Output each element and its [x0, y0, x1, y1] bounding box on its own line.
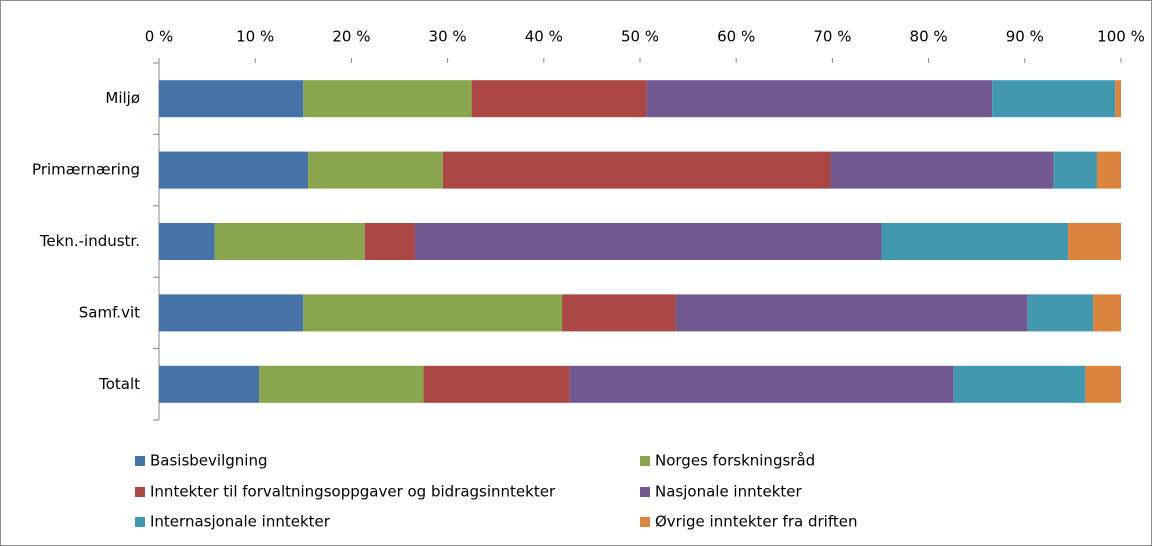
x-tick-label: 0 %: [145, 28, 174, 46]
x-tick-label: 90 %: [1006, 28, 1044, 46]
legend-swatch: [640, 487, 650, 497]
bar-segment: [953, 365, 1086, 403]
legend-swatch: [135, 456, 145, 466]
x-tick-label: 20 %: [332, 28, 370, 46]
y-tick-label: Miljø: [105, 89, 140, 107]
bar-segment: [1093, 294, 1121, 332]
x-tick-label: 10 %: [236, 28, 274, 46]
bar-segment: [159, 365, 260, 403]
bar-segment: [646, 80, 993, 118]
bar-segment: [992, 80, 1116, 118]
x-tick-label: 50 %: [621, 28, 659, 46]
bar-segment: [881, 223, 1069, 260]
legend-swatch: [640, 517, 650, 527]
legend-swatch: [135, 487, 145, 497]
legend-label: Norges forskningsråd: [655, 452, 815, 470]
bar-segment: [303, 294, 563, 332]
x-tick-label: 30 %: [429, 28, 467, 46]
bar-segment: [159, 151, 309, 189]
bar-segment: [1053, 151, 1097, 189]
bar-segment: [1096, 151, 1121, 189]
bar-segment: [159, 294, 304, 332]
bar-segment: [159, 80, 304, 118]
legend-label: Inntekter til forvaltningsoppgaver og bi…: [150, 483, 556, 501]
legend-label: Internasjonale inntekter: [150, 513, 331, 531]
y-tick-label: Samf.vit: [79, 303, 140, 321]
legend-label: Nasjonale inntekter: [655, 483, 803, 501]
y-tick-label: Tekn.-industr.: [39, 232, 140, 250]
bar-segment: [364, 223, 415, 260]
bar-segment: [423, 365, 570, 403]
bar-segment: [214, 223, 365, 260]
x-tick-label: 70 %: [813, 28, 851, 46]
bar-segment: [1085, 365, 1121, 403]
bar-segment: [471, 80, 647, 118]
y-tick-label: Primærnæring: [32, 161, 140, 179]
legend-label: Øvrige inntekter fra driften: [655, 513, 857, 531]
bar-segment: [569, 365, 954, 403]
bar-segment: [159, 223, 215, 260]
bar-segment: [675, 294, 1028, 332]
bar-segment: [303, 80, 472, 118]
bar-segment: [259, 365, 424, 403]
bar-segment: [308, 151, 443, 189]
x-tick-label: 80 %: [910, 28, 948, 46]
x-tick-label: 40 %: [525, 28, 563, 46]
bar-segment: [562, 294, 676, 332]
bar-segment: [1068, 223, 1121, 260]
bar-segment: [1027, 294, 1094, 332]
x-tick-label: 60 %: [717, 28, 755, 46]
x-tick-label: 100 %: [1097, 28, 1145, 46]
legend-swatch: [640, 456, 650, 466]
bar-segment: [442, 151, 831, 189]
bar-segment: [1115, 80, 1121, 118]
legend-label: Basisbevilgning: [150, 452, 267, 470]
bar-segment: [414, 223, 882, 260]
legend-swatch: [135, 517, 145, 527]
bar-segment: [830, 151, 1054, 189]
y-tick-label: Totalt: [98, 375, 140, 393]
